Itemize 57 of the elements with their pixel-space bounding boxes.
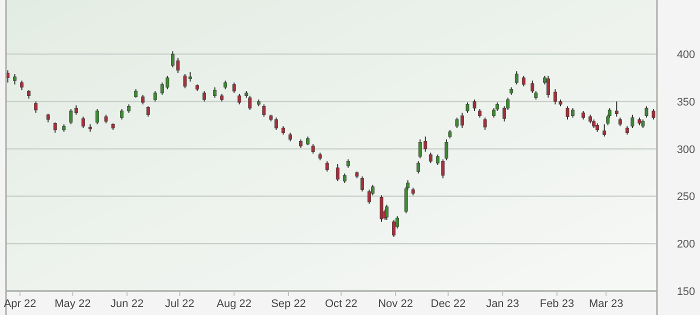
x-tick-label: Nov 22 (378, 298, 413, 310)
x-tick-label: Feb 23 (540, 298, 574, 310)
candlestick (325, 160, 329, 172)
candlestick (342, 173, 346, 184)
candlestick (522, 75, 526, 87)
x-tick-label: Jun 22 (110, 298, 144, 310)
candlestick (444, 138, 448, 161)
candlestick (238, 93, 242, 105)
candlestick (120, 108, 124, 120)
x-tick-label: Dec 22 (430, 298, 466, 310)
candlestick (53, 122, 57, 134)
candlestick (392, 219, 396, 238)
candlestick (466, 102, 470, 114)
x-tick-label: Aug 22 (216, 298, 252, 310)
candlestick (311, 144, 315, 154)
x-tick-label: Apr 22 (4, 298, 36, 310)
y-tick-label: 300 (676, 144, 696, 156)
candlestick (644, 106, 648, 118)
candlestick (614, 100, 618, 118)
candlestick (483, 117, 487, 130)
candlestick (630, 114, 634, 129)
x-tick-label: Jan 23 (486, 298, 520, 310)
candlestick (248, 95, 252, 111)
candlestick (602, 124, 606, 138)
candlestick (652, 108, 656, 120)
x-tick-label: May 22 (54, 298, 91, 310)
candlestick (20, 80, 24, 91)
candlestick (213, 86, 217, 98)
candlestick (146, 106, 150, 118)
y-tick-label: 250 (676, 191, 696, 204)
candlestick (514, 70, 518, 85)
y-tick-label: 150 (676, 286, 696, 298)
candlestick (368, 189, 371, 204)
candlestick (82, 116, 85, 129)
candlestick (472, 99, 476, 112)
candlestick (428, 152, 432, 164)
x-tick-label: Jul 22 (165, 298, 194, 310)
candlestick (336, 164, 340, 182)
candlestick (34, 100, 38, 114)
x-tick-label: Sep 22 (271, 298, 306, 310)
y-tick-label: 200 (676, 238, 696, 251)
candlestick (74, 104, 78, 116)
candlestick (360, 176, 364, 192)
candlestick (202, 90, 206, 102)
candlestick (262, 104, 266, 118)
candlestick (232, 82, 236, 94)
y-tick-label: 400 (676, 49, 696, 62)
candlestick (153, 90, 157, 102)
y-tick-label: 350 (676, 96, 696, 108)
x-tick-label: Mar 23 (588, 298, 624, 310)
candlestick (546, 75, 550, 98)
candlestick (13, 74, 16, 85)
candlestick (416, 160, 420, 174)
candlestick (96, 108, 99, 125)
x-tick-label: Oct 22 (324, 298, 358, 310)
candlestick (69, 108, 73, 125)
candlestick (141, 94, 145, 105)
